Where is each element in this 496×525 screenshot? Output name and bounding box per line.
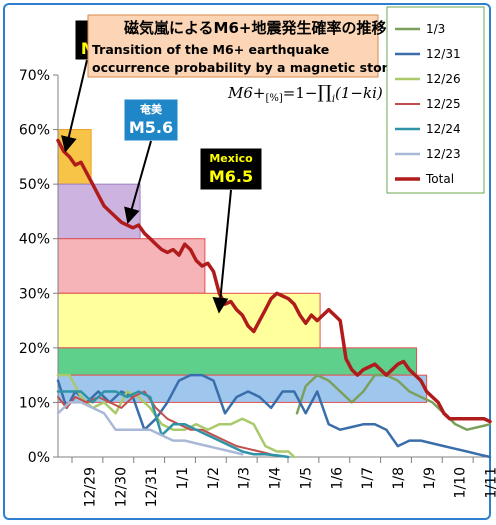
formula-rest: =1− [283, 84, 318, 102]
svg-text:M6+[%]=1−∏i(1−ki): M6+[%]=1−∏i(1−ki) [227, 82, 383, 105]
annotation-arrow [124, 140, 152, 225]
annotation-label: 奄美 [139, 102, 163, 116]
x-tick-label: 1/5 [298, 467, 314, 490]
formula-sub: [%] [265, 93, 282, 104]
x-tick-label: 12/30 [113, 467, 129, 507]
x-tick-label: 1/6 [329, 467, 345, 490]
legend-label: 12/31 [426, 47, 461, 61]
legend-label: Total [425, 172, 454, 186]
y-tick-label: 70% [19, 68, 50, 84]
legend-label: 12/25 [426, 97, 461, 111]
x-tick-label: 1/2 [206, 467, 222, 490]
probability-box-3 [57, 292, 321, 349]
x-tick-label: 1/8 [391, 467, 407, 490]
x-tick-label: 1/9 [422, 467, 438, 490]
y-tick-label: 60% [19, 123, 50, 139]
legend-label: 12/26 [426, 72, 461, 86]
formula: M6+[%]=1−∏i(1−ki) [227, 82, 383, 105]
y-tick-label: 20% [19, 341, 50, 357]
probability-box-1 [57, 183, 141, 240]
series-line-3 [57, 390, 273, 456]
y-tick-label: 40% [19, 232, 50, 248]
chart-title-en-1: Transition of the M6+ earthquake [92, 42, 329, 57]
x-tick-label: 1/10 [453, 467, 469, 498]
y-tick-label: 10% [19, 395, 50, 411]
probability-box-2 [57, 238, 206, 294]
formula-main: M6+ [227, 84, 265, 102]
formula-index: i [332, 94, 335, 105]
y-tick-label: 30% [19, 286, 50, 302]
series-line-2 [56, 373, 296, 459]
series-line-5 [56, 401, 244, 456]
annotation-1: 奄美 M5.6 [123, 98, 179, 225]
probability-box-0 [57, 129, 92, 185]
x-tick-label: 1/7 [360, 467, 376, 490]
annotation-arrow [212, 189, 232, 314]
annotation-label: Mexico [209, 152, 253, 165]
x-tick-label: 1/3 [237, 467, 253, 490]
title-box: 磁気嵐によるM6+地震発生確率の推移 Transition of the M6+… [87, 14, 406, 78]
x-tick-label: 1/11 [484, 467, 496, 498]
x-tick-label: 12/31 [144, 467, 160, 507]
y-tick-label: 0% [28, 450, 50, 466]
legend-label: 12/23 [426, 147, 461, 161]
y-tick-label: 50% [19, 177, 50, 193]
chart-title-en-2: occurrence probability by a magnetic sto… [92, 60, 406, 75]
axes: 0% 10% 20% 30% 40% 50% 60% 70% 12/29 12/30 12/31 1/… [19, 68, 496, 507]
annotation-arrow [61, 59, 88, 153]
annotation-value: M6.5 [209, 167, 253, 186]
chart-title-ja: 磁気嵐によるM6+地震発生確率の推移 [124, 19, 386, 37]
legend-entries: 1/3 12/31 12/26 12/25 12/24 12/23 Total [395, 22, 461, 186]
legend: 1/3 12/31 12/26 12/25 12/24 12/23 Total [386, 6, 485, 194]
legend-label: 1/3 [426, 22, 445, 36]
annotation-value: M5.6 [129, 118, 173, 137]
annotation-2: Mexico M6.5 [199, 147, 263, 314]
x-tick-label: 1/1 [175, 467, 191, 490]
series-lines [56, 138, 492, 459]
x-tick-label: 1/4 [268, 467, 284, 490]
formula-prod: ∏ [317, 82, 331, 103]
x-tick-label: 12/29 [82, 467, 98, 507]
series-line-0 [295, 373, 492, 431]
series-line-4 [56, 390, 290, 459]
series-line-6 [56, 138, 492, 424]
formula-tail: (1−ki) [335, 84, 383, 102]
legend-label: 12/24 [426, 122, 461, 136]
